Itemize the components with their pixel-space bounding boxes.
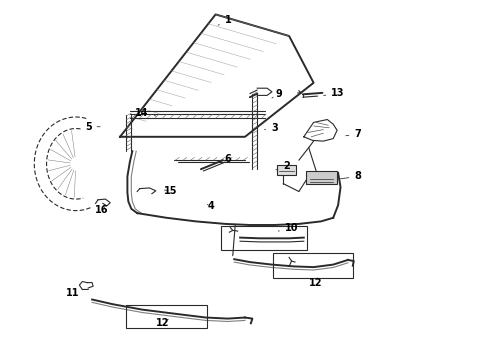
Text: 2: 2 bbox=[276, 161, 290, 171]
Text: 8: 8 bbox=[340, 171, 361, 181]
Text: 11: 11 bbox=[66, 288, 82, 298]
Text: 9: 9 bbox=[272, 89, 283, 99]
Text: 16: 16 bbox=[95, 204, 109, 215]
Bar bbox=[273, 253, 353, 278]
Bar bbox=[306, 171, 337, 184]
Text: 7: 7 bbox=[346, 129, 361, 139]
Text: 6: 6 bbox=[218, 154, 231, 164]
Text: 14: 14 bbox=[135, 108, 156, 118]
Text: 12: 12 bbox=[309, 278, 323, 288]
Text: 5: 5 bbox=[85, 122, 100, 132]
Text: 3: 3 bbox=[265, 123, 278, 133]
Text: 4: 4 bbox=[207, 201, 214, 211]
Bar bbox=[126, 305, 207, 328]
Bar bbox=[221, 226, 307, 250]
Text: 1: 1 bbox=[218, 15, 231, 25]
Text: 15: 15 bbox=[164, 186, 177, 196]
Bar bbox=[277, 165, 296, 175]
Text: 13: 13 bbox=[324, 87, 345, 98]
Text: 10: 10 bbox=[278, 222, 298, 233]
Text: 12: 12 bbox=[156, 318, 170, 328]
